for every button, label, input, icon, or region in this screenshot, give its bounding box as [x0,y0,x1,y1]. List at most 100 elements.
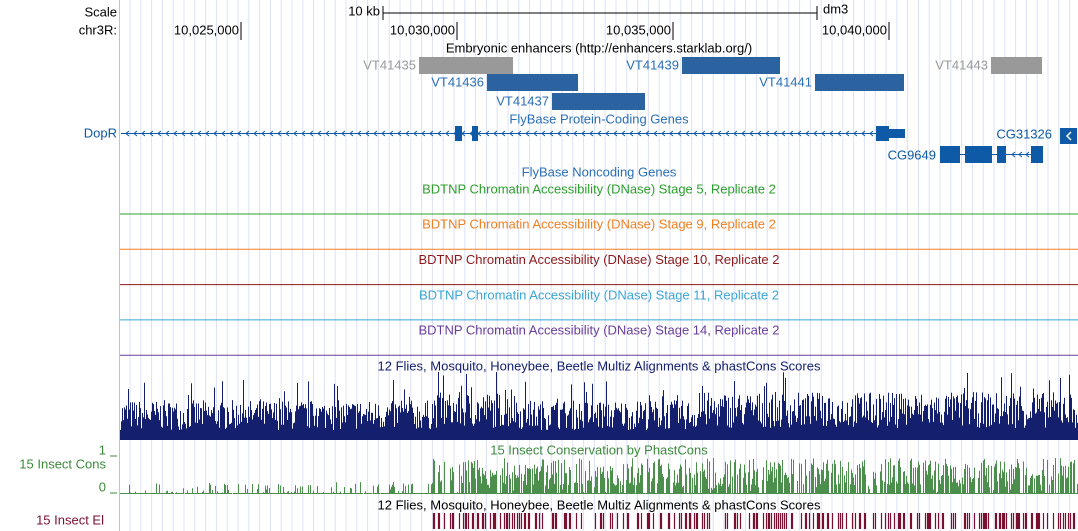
strand-arrow [181,130,186,137]
exon [1060,128,1077,144]
enhancer-label: VT41435 [363,57,416,72]
track-title: FlyBase Noncoding Genes [522,164,677,179]
strand-arrow [597,130,602,137]
track-title: BDTNP Chromatin Accessibility (DNase) St… [418,252,779,267]
conserved-elements [432,513,1076,529]
axis-label: 1 [99,442,106,457]
strand-arrow [189,130,194,137]
enhancer [419,57,513,74]
strand-arrow [205,130,210,137]
strand-arrow [557,130,562,137]
strand-arrow [653,130,658,137]
strand-arrow [669,130,674,137]
strand-arrow [541,130,546,137]
strand-arrow [589,130,594,137]
scale-bar-label: 10 kb [348,3,380,18]
track-title: BDTNP Chromatin Accessibility (DNase) St… [419,287,779,302]
strand-arrow [253,130,258,137]
strand-arrow [525,130,530,137]
exon [472,126,478,141]
strand-arrow [277,130,282,137]
strand-arrow [517,130,522,137]
gene-label: DopR [84,125,117,140]
strand-arrow [725,130,730,137]
strand-arrow [333,130,338,137]
phastcons-wiggle [120,458,1078,494]
track-title: 12 Flies, Mosquito, Honeybee, Beetle Mul… [378,497,821,512]
strand-arrow [429,130,434,137]
enhancer [815,74,904,91]
strand-arrow [733,130,738,137]
strand-arrow [213,130,218,137]
exon [940,146,960,163]
strand-arrow [805,130,810,137]
strand-arrow [413,130,418,137]
strand-arrow [829,130,834,137]
conservation-wiggle [120,372,1078,440]
strand-arrow [781,130,786,137]
strand-arrow [389,130,394,137]
strand-arrow [789,130,794,137]
strand-arrow [741,130,746,137]
position-label: 10,040,000 [822,22,887,37]
strand-arrow [693,130,698,137]
exon [1031,146,1043,163]
position-label: 10,035,000 [606,22,671,37]
strand-arrow [293,130,298,137]
strand-arrow [237,130,242,137]
strand-arrow [141,130,146,137]
strand-arrow [837,130,842,137]
strand-arrow [373,130,378,137]
gene-label: CG31326 [996,126,1052,141]
exon [455,126,462,141]
strand-arrow [565,130,570,137]
position-label: 10,030,000 [390,22,455,37]
track-title: BDTNP Chromatin Accessibility (DNase) St… [422,181,776,196]
strand-arrow [1025,151,1030,158]
strand-arrow [485,130,490,137]
strand-arrow [197,130,202,137]
strand-arrow [341,130,346,137]
strand-arrow [581,130,586,137]
strand-arrow [533,130,538,137]
strand-arrow [309,130,314,137]
strand-arrow [405,130,410,137]
strand-arrow [573,130,578,137]
strand-arrow [493,130,498,137]
strand-arrow [749,130,754,137]
strand-arrow [1065,131,1072,141]
enhancer-label: VT41443 [935,57,988,72]
strand-arrow [133,130,138,137]
strand-arrow [381,130,386,137]
strand-arrow [813,130,818,137]
gene-label: CG9649 [888,147,936,162]
strand-arrow [157,130,162,137]
strand-arrow [549,130,554,137]
strand-arrow [717,130,722,137]
track-title: Embryonic enhancers (http://enhancers.st… [446,40,752,55]
strand-arrow [677,130,682,137]
strand-arrow [349,130,354,137]
axis-label: 0 [99,479,106,494]
track-title: BDTNP Chromatin Accessibility (DNase) St… [422,217,776,232]
strand-arrow [1018,151,1023,158]
exon [876,126,889,141]
strand-arrow [709,130,714,137]
strand-arrow [621,130,626,137]
strand-arrow [301,130,306,137]
enhancer-label: VT41437 [496,93,549,108]
strand-arrow [613,130,618,137]
strand-arrow [437,130,442,137]
strand-arrow [765,130,770,137]
exon [889,129,905,138]
enhancer-label: VT41436 [431,74,484,89]
strand-arrow [821,130,826,137]
scale-label: Scale [84,4,117,19]
strand-arrow [773,130,778,137]
enhancer-label: VT41439 [626,57,679,72]
strand-arrow [501,130,506,137]
position-label: 10,025,000 [174,22,239,37]
track-title: BDTNP Chromatin Accessibility (DNase) St… [418,323,779,338]
strand-arrow [853,130,858,137]
